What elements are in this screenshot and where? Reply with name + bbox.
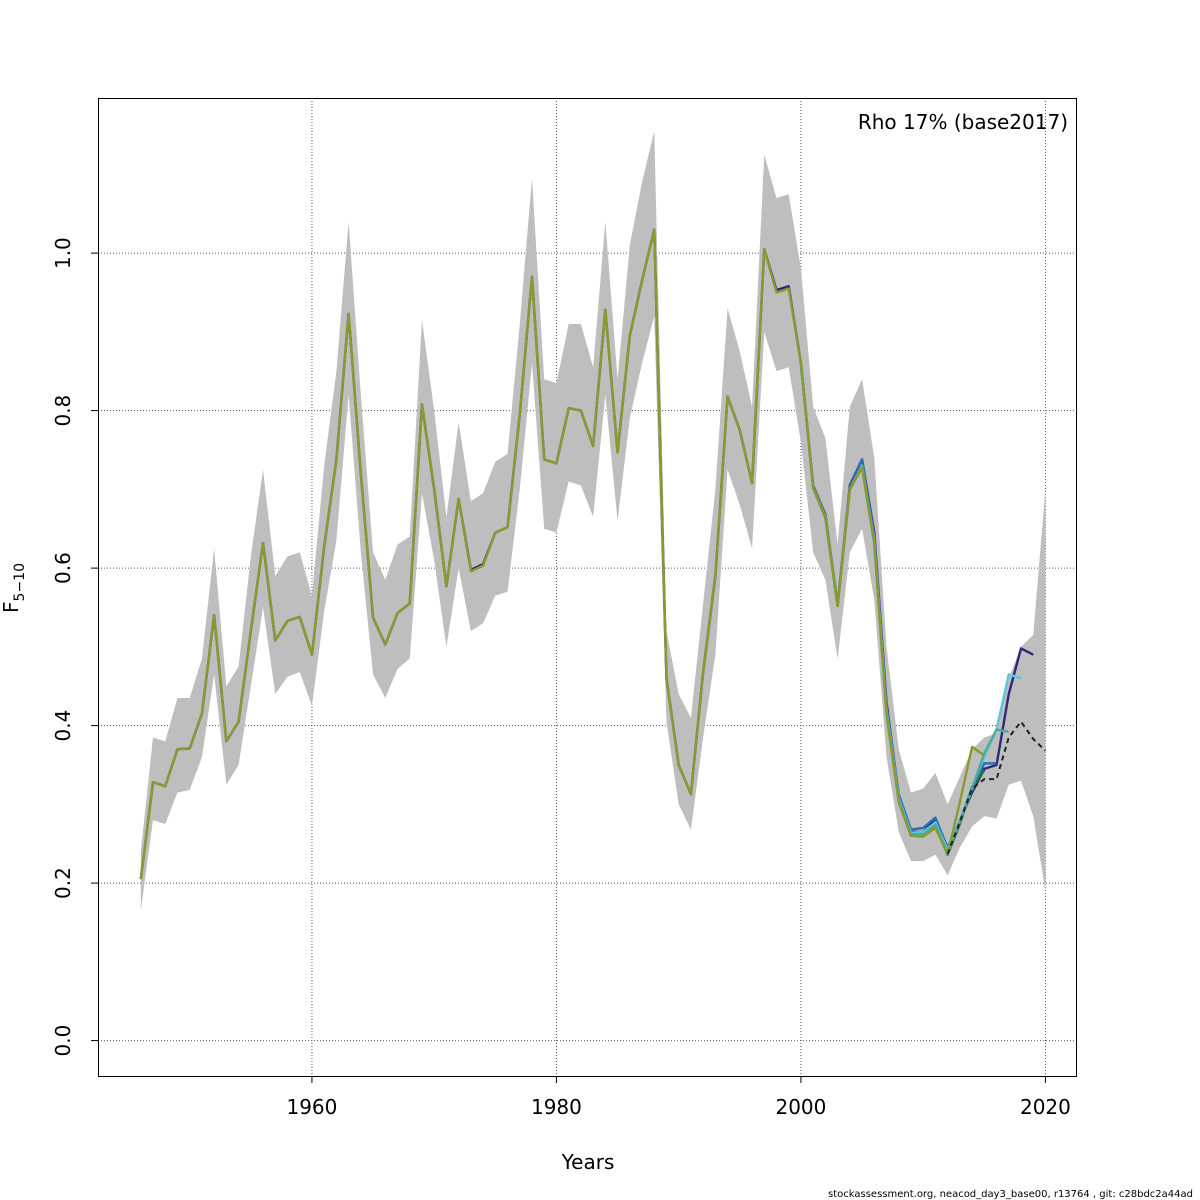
x-tick-label: 1980 xyxy=(531,1095,582,1119)
y-axis-title: F5−10 xyxy=(0,563,28,613)
series-layer xyxy=(139,228,1047,880)
confidence-band xyxy=(140,131,1046,911)
y-tick-label: 0.0 xyxy=(51,1025,75,1057)
confidence-band-layer xyxy=(140,131,1046,911)
y-axis-title-subscript: 5−10 xyxy=(12,563,28,601)
x-axis-title: Years xyxy=(561,1150,615,1174)
y-tick-label: 0.6 xyxy=(51,552,75,584)
rho-annotation: Rho 17% (base2017) xyxy=(858,110,1068,134)
grid xyxy=(98,98,1076,1076)
series-line-7 xyxy=(946,720,1047,855)
y-axis: 0.0 0.2 0.4 0.6 0.8 1.0 xyxy=(51,237,98,1056)
x-tick-label: 1960 xyxy=(286,1095,337,1119)
series-line-6 xyxy=(139,228,986,880)
x-tick-label: 2020 xyxy=(1020,1095,1071,1119)
y-axis-title-main: F xyxy=(0,601,23,613)
y-tick-label: 0.8 xyxy=(51,395,75,427)
y-tick-label: 0.2 xyxy=(51,867,75,899)
y-tick-label: 1.0 xyxy=(51,237,75,269)
footer-credit: stockassessment.org, neacod_day3_base00,… xyxy=(828,1189,1193,1200)
x-axis: 1960 1980 2000 2020 xyxy=(286,1076,1071,1119)
svg-text:F5−10: F5−10 xyxy=(0,563,28,613)
plot-frame xyxy=(98,98,1077,1077)
x-tick-label: 2000 xyxy=(775,1095,826,1119)
y-tick-label: 0.4 xyxy=(51,710,75,742)
